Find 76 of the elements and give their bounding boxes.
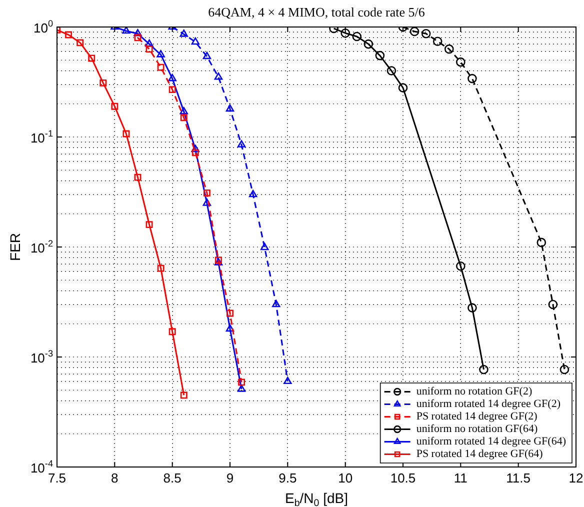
point: [88, 54, 96, 62]
point: [180, 114, 188, 122]
point: [168, 74, 176, 82]
point: [168, 328, 176, 336]
chart-title: 64QAM, 4 × 4 MIMO, total code rate 5/6: [208, 4, 426, 20]
point: [352, 32, 362, 42]
point: [100, 79, 107, 86]
point: [226, 104, 234, 112]
point: [479, 364, 488, 374]
y-axis-title: FER: [6, 233, 23, 261]
x-tick-label: 9: [226, 470, 234, 486]
point: [180, 107, 188, 114]
point: [180, 392, 188, 399]
point: [157, 64, 164, 71]
x-tick-label: 11: [454, 470, 468, 486]
point: [156, 50, 165, 58]
point: [226, 324, 234, 332]
legend-label: PS rotated 14 degree GF(2): [416, 410, 538, 423]
x-tick-label: 12: [568, 470, 584, 486]
point: [146, 46, 153, 53]
x-tick-label: 8: [111, 470, 118, 486]
point: [76, 39, 84, 46]
point: [122, 27, 130, 34]
point: [157, 264, 164, 272]
point: [111, 102, 118, 110]
point: [375, 50, 385, 60]
x-tick-label: 7.5: [48, 470, 66, 486]
point: [202, 198, 212, 206]
point: [284, 376, 292, 384]
point: [248, 190, 258, 198]
point: [226, 310, 234, 317]
point: [134, 34, 142, 42]
point: [146, 221, 153, 228]
point: [237, 140, 246, 148]
point: [456, 57, 466, 67]
point: [191, 144, 200, 152]
point: [444, 44, 454, 54]
point: [122, 130, 130, 138]
point: [145, 39, 154, 47]
point: [432, 36, 442, 46]
point: [560, 364, 570, 374]
point: [214, 72, 223, 80]
point: [237, 384, 246, 392]
point: [272, 300, 280, 308]
point: [468, 74, 477, 84]
point: [340, 28, 350, 38]
point: [456, 261, 466, 271]
legend-label: uniform rotated 14 degree GF(64): [416, 436, 566, 448]
point: [202, 52, 212, 60]
point: [468, 303, 477, 312]
point: [134, 29, 142, 36]
point: [536, 238, 546, 248]
x-tick-label: 10.5: [390, 470, 416, 486]
point: [238, 378, 246, 386]
x-tick-label: 11.5: [506, 470, 531, 486]
point: [203, 189, 210, 196]
point: [410, 27, 420, 36]
point: [191, 37, 200, 45]
point: [180, 30, 188, 37]
x-tick-label: 8.5: [163, 470, 182, 486]
point: [192, 149, 199, 156]
point: [548, 300, 558, 310]
point: [386, 66, 396, 76]
x-tick-label: 9.5: [278, 470, 297, 486]
point: [65, 31, 72, 38]
point: [134, 174, 142, 181]
point: [168, 86, 176, 94]
point: [398, 83, 408, 92]
point: [421, 29, 431, 38]
point: [364, 39, 374, 49]
legend-label: uniform rotated 14 degree GF(2): [416, 398, 561, 410]
legend-label: PS rotated 14 degree GF(64): [416, 448, 544, 460]
x-tick-label: 10: [338, 470, 353, 486]
legend-label: uniform no rotation GF(64): [416, 423, 538, 436]
point: [260, 242, 269, 250]
legend-label: uniform no rotation GF(2): [416, 386, 532, 398]
